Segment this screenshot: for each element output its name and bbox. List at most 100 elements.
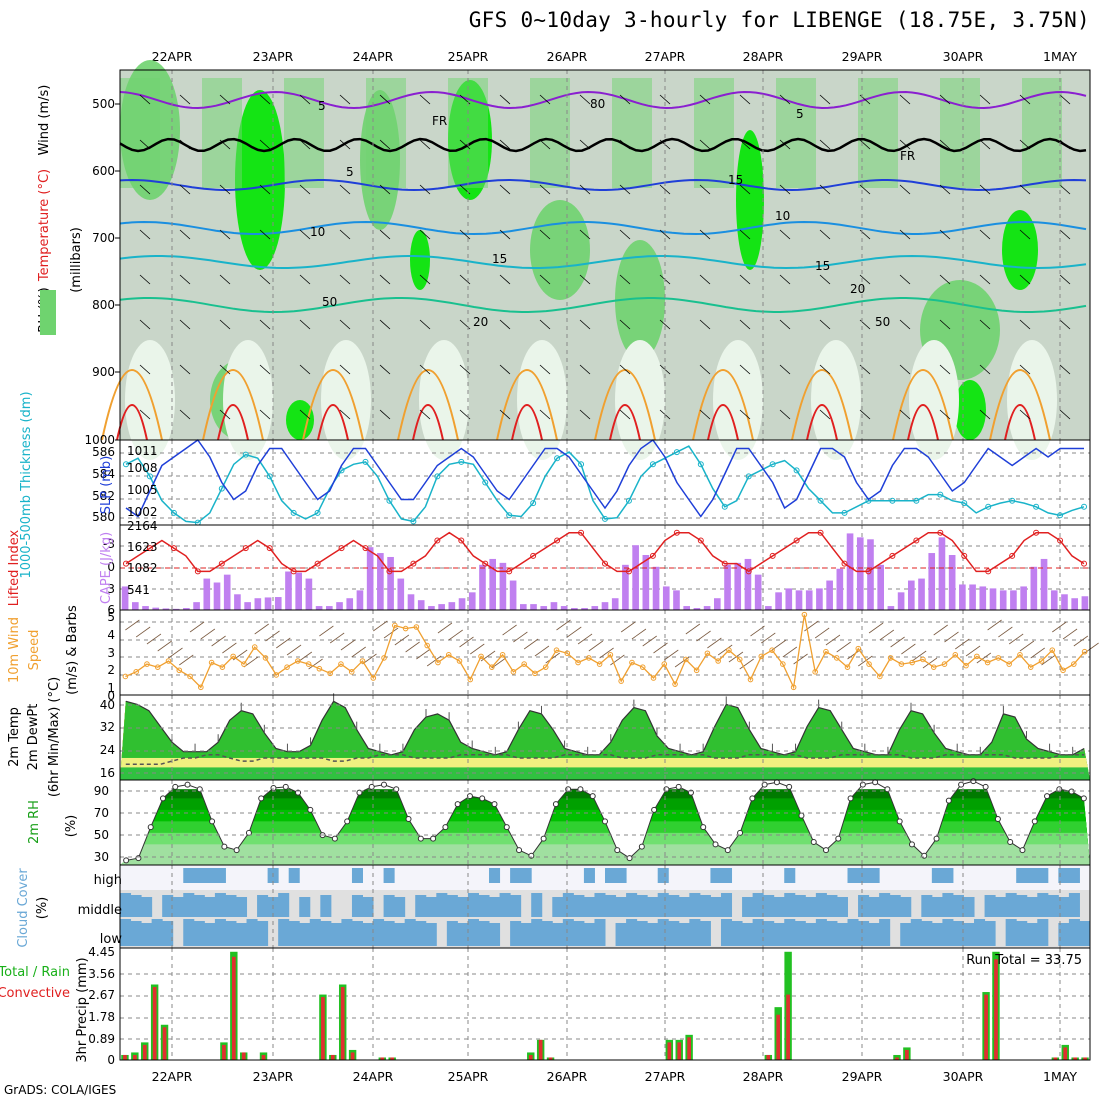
wind-barb-icon (779, 94, 791, 105)
slp-tick-label: 1008 (127, 461, 158, 475)
cape-bar (1071, 598, 1079, 610)
wind-barb-icon (819, 229, 831, 240)
slp-tick-label: 1005 (127, 483, 158, 497)
wind-barb-icon (619, 409, 631, 420)
cape-bar (622, 564, 629, 610)
wind-speed-point (392, 622, 398, 629)
cloud-cell-high (204, 868, 216, 883)
rh-point (589, 793, 596, 800)
rh-shade-band (120, 78, 160, 188)
temperature-axis-label: Temperature (°C) (37, 169, 52, 282)
thickness-point (697, 461, 704, 468)
thickness-point (745, 473, 752, 480)
rh-point (577, 786, 584, 793)
wind-barb-icon (139, 364, 151, 375)
precip-convective-bar (1073, 1057, 1078, 1060)
rh-point (344, 818, 351, 825)
wind-speed-point (844, 664, 851, 670)
cloud-cell-low (299, 923, 311, 946)
cape-bar (285, 571, 292, 610)
cloud-cell-middle (214, 893, 226, 917)
temp-tick-label: 32 (100, 720, 115, 734)
wind-speed-point (812, 669, 818, 675)
thickness-point (122, 461, 129, 468)
wind-barb-icon (699, 184, 711, 195)
cloud-cell-low (214, 919, 226, 946)
wind-barb-10m-icon (890, 636, 905, 648)
wind-barb-icon (899, 409, 911, 420)
rh-shade-region (530, 200, 590, 300)
lifted-index-point (458, 537, 465, 544)
wind-speed-point (370, 675, 377, 681)
cloud-cell-middle (120, 893, 132, 917)
wind-barb-10m-icon (340, 639, 356, 651)
wind-barb-icon (1019, 274, 1031, 285)
lifted-index-tick-label: 6 (107, 603, 115, 617)
cape-bar (887, 606, 895, 610)
grads-credit: GrADS: COLA/IGES (4, 1083, 117, 1097)
wind-speed-point (866, 661, 872, 667)
wind-barb-icon (739, 229, 751, 240)
thickness-point (913, 497, 920, 504)
wind-speed-point (154, 664, 161, 670)
cloud-cell-middle (826, 895, 838, 917)
wind-speed-point (338, 661, 344, 667)
wind-speed-point (424, 642, 430, 649)
contour-warm-red (412, 404, 444, 441)
wind-barb-icon (299, 184, 311, 195)
wind-barb-icon (459, 274, 471, 285)
cloud-cell-low (520, 923, 532, 946)
lifted-index-point (578, 529, 585, 536)
cloud-cell-low (351, 921, 363, 946)
cloud-cell-low (383, 921, 395, 946)
rh-point (810, 839, 817, 846)
wind-speed-point (1006, 661, 1012, 667)
wind-barb-10m-icon (179, 654, 194, 666)
wind-barb-10m-icon (351, 646, 366, 658)
wind-barb-icon (579, 184, 591, 195)
cape-bar (407, 594, 415, 610)
wind-speed-point (909, 659, 915, 666)
slp-axis-label: SLP (mb) (99, 456, 114, 515)
cloud-cell-middle (742, 897, 754, 917)
wind-speed-point (1049, 647, 1056, 653)
lifted-index-point (338, 545, 345, 552)
wind-barb-icon (899, 139, 911, 150)
cape-bar (683, 606, 691, 610)
wind-speed-tick-label: 3 (107, 646, 115, 660)
wind-barb-icon (379, 184, 391, 195)
wind-barb-icon (379, 139, 391, 150)
wind-speed-point (359, 658, 366, 664)
wind-barb-icon (779, 229, 791, 240)
precip-tick-label: 1.78 (88, 1010, 115, 1024)
lifted-index-point (625, 568, 632, 575)
wind-speed-point (284, 664, 290, 670)
lifted-index-axis-label: Lifted Index (7, 529, 22, 606)
rh-point (540, 835, 547, 842)
wind-barb-icon (259, 229, 271, 240)
thickness-point (1009, 497, 1016, 504)
contour-label: 5 (318, 99, 326, 113)
wind-barb-icon (259, 319, 271, 330)
cape-bar (734, 562, 742, 610)
wind-barb-icon (579, 229, 591, 240)
cape-bar (999, 590, 1007, 610)
wind-speed-point (639, 664, 646, 670)
thickness-point (961, 500, 968, 507)
wind-speed-tick-label: 4 (107, 628, 115, 642)
wind-barb-icon (1059, 319, 1071, 330)
rh-point (430, 835, 437, 842)
thickness-point (889, 497, 896, 504)
precip-convective-bar (132, 1054, 137, 1060)
rh-shade-band (202, 78, 242, 188)
cloud-cell-middle (752, 893, 764, 917)
rh-point (1056, 786, 1063, 793)
wind-speed-point (920, 656, 926, 663)
wind-speed-point (542, 664, 549, 670)
precip-convective-bar (548, 1057, 553, 1060)
rh-point (712, 841, 719, 848)
wind-barb-icon (139, 184, 151, 195)
wind-barb-icon (179, 139, 191, 150)
date-label-bottom: 27APR (645, 1069, 686, 1084)
wind-barb-icon (1059, 229, 1071, 240)
